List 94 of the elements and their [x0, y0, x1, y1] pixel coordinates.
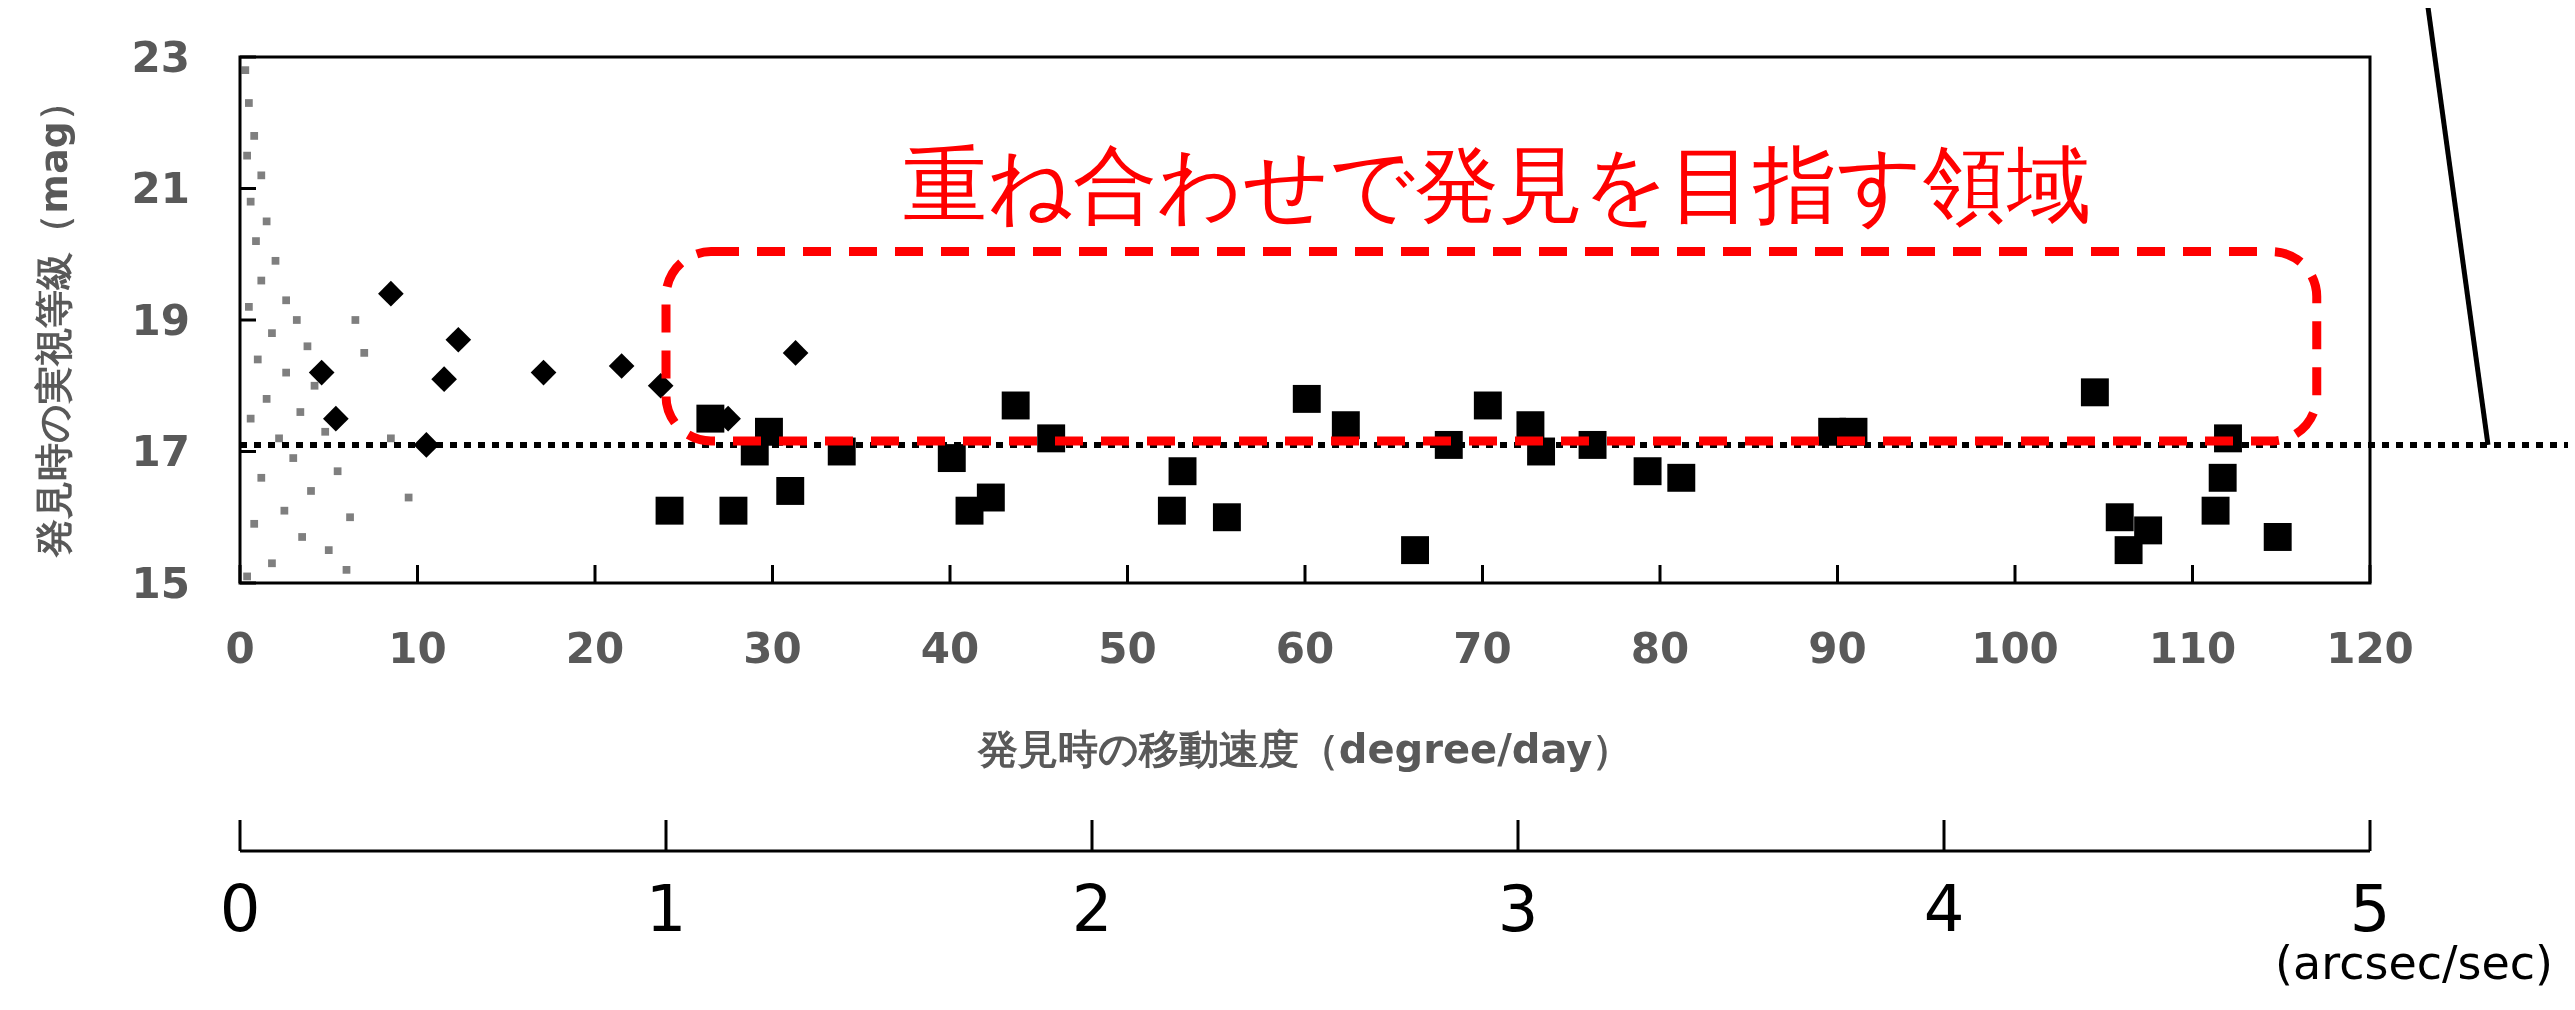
x-tick-label: 40	[920, 624, 980, 673]
point	[296, 408, 305, 416]
point	[282, 368, 291, 377]
point	[719, 496, 748, 525]
x-tick-label: 80	[1630, 624, 1690, 673]
point	[241, 66, 250, 75]
point	[250, 519, 259, 528]
x2-tick-label: 4	[1923, 871, 1965, 946]
point	[271, 256, 280, 265]
point	[696, 404, 725, 433]
point	[308, 359, 335, 386]
y-axis-title: 発見時の実視等級（mag）	[31, 83, 76, 558]
point	[243, 151, 251, 160]
point	[2080, 378, 2109, 407]
point	[303, 342, 312, 351]
point	[782, 340, 809, 366]
point	[387, 434, 395, 443]
point	[292, 316, 301, 324]
point	[937, 444, 966, 473]
point	[1667, 463, 1696, 492]
point	[2105, 503, 2134, 532]
point	[252, 237, 260, 245]
point	[333, 467, 342, 476]
x-tick-label: 70	[1453, 624, 1512, 673]
point	[280, 506, 289, 515]
point	[1157, 496, 1186, 525]
point	[245, 302, 253, 311]
point	[257, 171, 266, 180]
x-tick-label: 60	[1275, 624, 1335, 673]
point	[257, 276, 266, 285]
point	[647, 372, 674, 399]
point	[243, 572, 251, 581]
point	[253, 355, 262, 364]
point	[262, 395, 271, 403]
point	[2263, 523, 2292, 551]
point	[976, 483, 1005, 512]
point	[530, 359, 557, 386]
point	[346, 513, 354, 522]
point	[360, 349, 369, 357]
point	[268, 559, 276, 568]
x-tick-label: 30	[743, 624, 802, 673]
x-tick-label: 100	[1971, 624, 2059, 673]
point	[655, 496, 684, 525]
x-axis-title: 発見時の移動速度（degree/day）	[976, 726, 1633, 772]
point	[1001, 391, 1030, 420]
point	[2208, 463, 2237, 492]
x-tick-label: 110	[2148, 624, 2237, 673]
point	[351, 316, 360, 324]
annotation: 重ね合わせで発見を目指す領域	[902, 136, 2091, 235]
point	[257, 473, 266, 482]
point	[245, 99, 253, 107]
point	[2114, 536, 2143, 565]
x-tick-label: 90	[1808, 624, 1867, 673]
point	[321, 427, 330, 436]
point	[378, 280, 404, 307]
x2-tick-label: 3	[1497, 871, 1539, 946]
y-tick-label: 23	[131, 32, 190, 82]
y-tick-label: 21	[131, 164, 190, 214]
point	[445, 326, 472, 353]
point	[2201, 496, 2230, 525]
point	[250, 132, 259, 140]
point	[282, 296, 291, 305]
point	[1633, 457, 1662, 486]
point	[246, 197, 255, 206]
point	[1212, 503, 1241, 532]
x-tick-label: 120	[2326, 624, 2414, 673]
point	[1168, 457, 1197, 486]
y-tick-label: 17	[131, 427, 190, 477]
point	[307, 487, 315, 495]
y-tick-label: 15	[131, 558, 190, 608]
x-tick-label: 20	[565, 624, 625, 673]
point	[246, 414, 255, 423]
x2-tick-label: 2	[1071, 871, 1113, 946]
x-tick-label: 50	[1098, 624, 1157, 673]
point	[1401, 536, 1430, 565]
point	[1473, 391, 1502, 420]
point	[431, 366, 457, 393]
x2-tick-label: 1	[645, 871, 687, 946]
x2-tick-label: 0	[219, 871, 261, 946]
point	[310, 381, 319, 390]
point	[776, 476, 805, 505]
point	[2134, 516, 2163, 545]
point	[1292, 384, 1321, 413]
point	[608, 353, 635, 379]
x-tick-label: 0	[225, 624, 255, 673]
y-tick-label: 19	[131, 295, 190, 345]
point	[275, 434, 283, 443]
x-tick-label: 10	[388, 624, 447, 673]
point	[298, 533, 306, 541]
point	[289, 454, 298, 462]
point	[342, 565, 351, 574]
point	[268, 329, 276, 338]
point	[324, 546, 333, 554]
point	[323, 405, 349, 432]
